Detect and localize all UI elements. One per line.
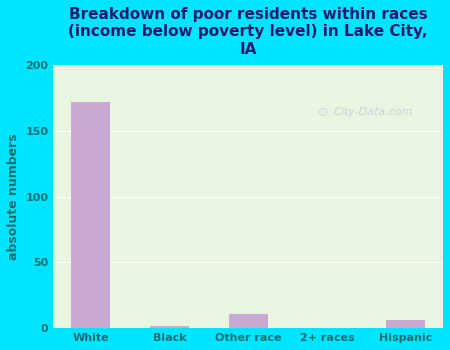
Text: City-Data.com: City-Data.com — [334, 107, 414, 117]
Y-axis label: absolute numbers: absolute numbers — [7, 133, 20, 260]
Bar — [229, 314, 268, 328]
Title: Breakdown of poor residents within races
(income below poverty level) in Lake Ci: Breakdown of poor residents within races… — [68, 7, 428, 57]
Text: ⊙: ⊙ — [318, 106, 329, 119]
Bar — [386, 320, 425, 328]
Bar — [150, 326, 189, 328]
Bar — [71, 102, 110, 328]
